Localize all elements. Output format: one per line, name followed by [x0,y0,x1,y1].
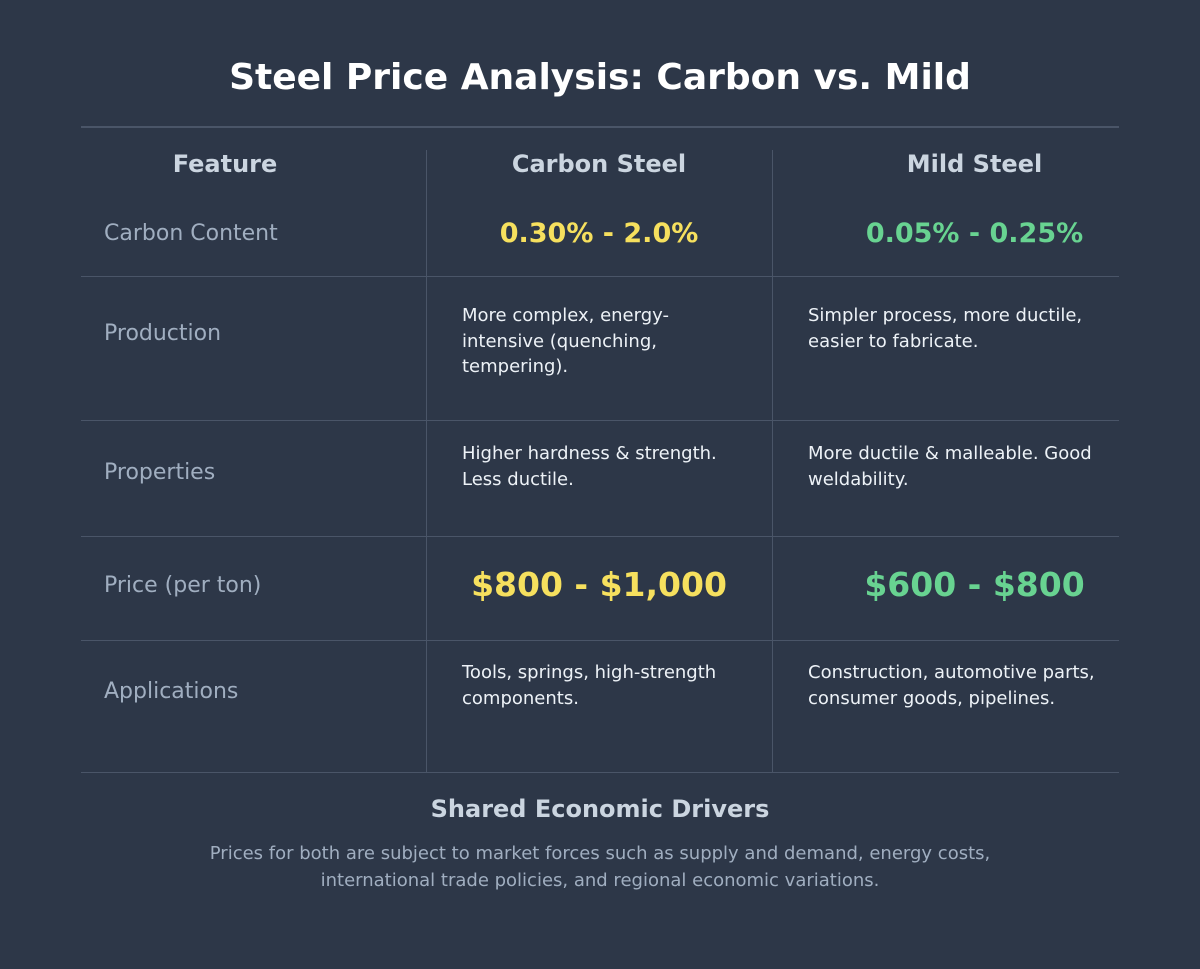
column-divider [772,150,773,773]
row-label-price: Price (per ton) [104,573,262,598]
row-divider [81,536,1119,537]
row-divider [81,420,1119,421]
header-carbon-steel: Carbon Steel [511,150,687,178]
properties-mild-text: More ductile & malleable. Good weldabili… [808,443,1092,490]
header-mild-steel: Mild Steel [906,150,1043,178]
row-divider [81,772,1119,773]
applications-mild-text: Construction, automotive parts, consumer… [808,662,1095,709]
row-divider [81,276,1119,277]
properties-carbon-text: Higher hardness & strength. Less ductile… [462,443,717,490]
title-divider [81,126,1119,128]
header-feature: Feature [172,150,278,178]
row-label-carbon-content: Carbon Content [104,221,278,246]
row-label-applications: Applications [104,679,239,704]
production-carbon-text: More complex, energy-intensive (quenchin… [462,305,669,377]
price-mild-value: $600 - $800 [864,565,1085,604]
price-carbon-value: $800 - $1,000 [471,565,727,604]
page-title: Steel Price Analysis: Carbon vs. Mild [229,57,971,98]
carbon-content-mild-value: 0.05% - 0.25% [865,218,1084,249]
row-divider [81,640,1119,641]
production-mild-text: Simpler process, more ductile, easier to… [808,305,1083,352]
carbon-content-carbon-value: 0.30% - 2.0% [499,218,699,249]
footer-text: Prices for both are subject to market fo… [209,843,991,891]
row-label-properties: Properties [104,460,216,485]
footer-heading: Shared Economic Drivers [430,795,770,823]
applications-carbon-text: Tools, springs, high-strength components… [462,662,717,709]
column-divider [426,150,427,773]
row-label-production: Production [104,321,222,346]
